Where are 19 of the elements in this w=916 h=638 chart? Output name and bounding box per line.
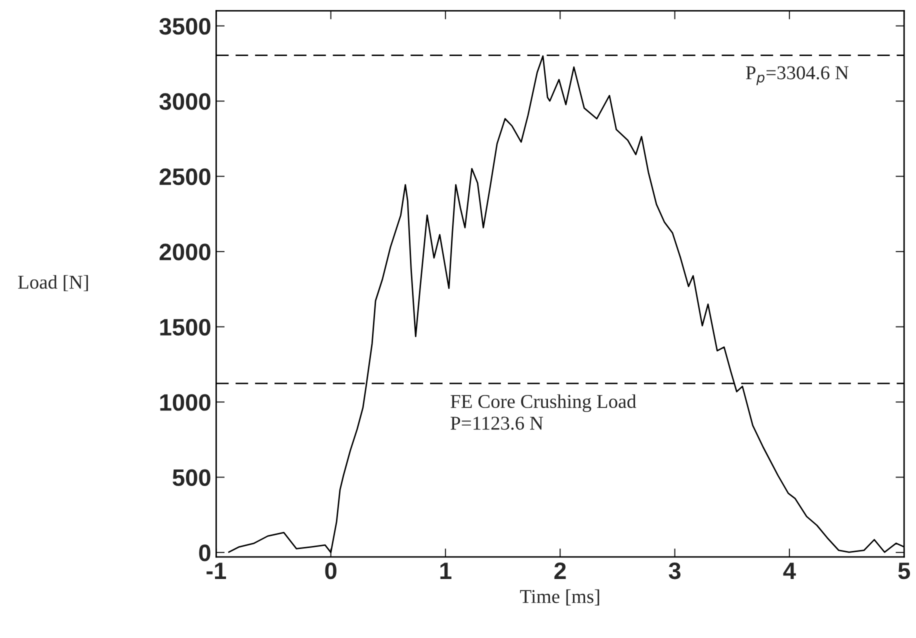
y-tick-label: 0 — [199, 544, 210, 562]
x-tick-label: 0 — [325, 562, 336, 580]
x-tick-label: 5 — [898, 562, 910, 580]
y-tick-label: 3500 — [159, 18, 210, 35]
x-tick-label: 4 — [783, 562, 796, 579]
y-tick-label: 3000 — [159, 93, 210, 110]
y-tick-label: 500 — [172, 469, 210, 486]
y-tick-label: 1500 — [160, 318, 210, 336]
x-tick-label: 2 — [554, 562, 566, 579]
ref-line-label: P$_{p}$=3304.6 N — [746, 66, 848, 86]
y-axis-title: Load [N] — [18, 275, 88, 292]
x-tick-label: 1 — [440, 562, 452, 579]
x-tick-label: 3 — [668, 562, 680, 580]
y-tick-label: 2500 — [160, 168, 210, 186]
ref-line-label: FE Core Crushing Load P=1123.6 N — [450, 394, 636, 430]
x-tick-label: -1 — [206, 562, 226, 579]
x-axis-title: Time [ms] — [520, 589, 600, 606]
y-tick-label: 2000 — [160, 244, 210, 260]
y-tick-label: 1000 — [160, 394, 210, 411]
